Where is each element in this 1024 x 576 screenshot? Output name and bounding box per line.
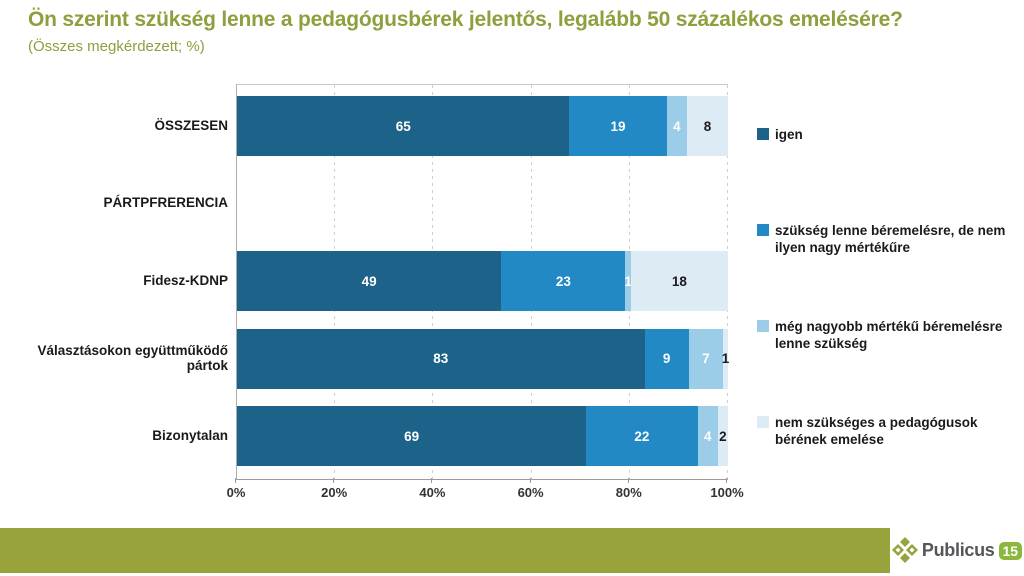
bar-segment: 65 [237,96,570,156]
bar-segment: 2 [717,406,728,466]
bar-value-label: 69 [404,428,420,444]
category-label: PÁRTPFRERENCIA [103,195,228,210]
bar-segment: 4 [666,96,688,156]
publicus-logo: Publicus 15 [890,528,1024,573]
bar-row: 49 23 1 18 [237,251,728,311]
bar-segment: 83 [237,328,645,389]
bar-segment: 69 [237,406,587,466]
legend: igen szükség lenne béremelésre, de nem il… [757,84,1019,484]
bar-segment: 7 [688,328,724,389]
x-tick-label: 0% [226,485,246,500]
legend-label: igen [775,127,803,142]
bar-segment: 1 [624,251,632,311]
legend-item: szükség lenne béremelésre, de nem ilyen … [757,222,1015,257]
bar-row: 65 19 4 8 [237,96,728,156]
page-subtitle: (Összes megkérdezett; %) [28,38,205,55]
bar-value-label: 1 [721,351,730,366]
bar-value-label: 7 [702,351,710,366]
legend-item: még nagyobb mértékű béremelésre lenne sz… [757,318,1015,353]
x-tick-label: 20% [321,485,348,500]
category-label: Fidesz-KDNP [143,272,228,288]
brand-name: Publicus [921,540,995,560]
bar-segment: 49 [237,251,502,311]
bar-value-label: 1 [624,273,632,289]
bar-segment: 1 [721,328,730,389]
x-tick [431,478,433,483]
category-label: ÖSSZESEN [154,117,228,133]
bar-value-label: 2 [719,428,727,444]
legend-item: nem szükséges a pedagógusok bérének emel… [757,414,1015,449]
bar-segment: 18 [630,251,728,311]
bar-segment: 9 [644,328,689,389]
legend-swatch [757,128,769,140]
x-tick [235,478,236,483]
x-tick-label: 100% [710,485,744,500]
brand-badge: 15 [998,541,1023,560]
bar-row [237,174,728,234]
page-title: Ön szerint szükség lenne a pedagógusbére… [28,8,903,31]
legend-label: szükség lenne béremelésre, de nem ilyen … [775,223,1006,256]
bar-row: 83 9 7 1 [237,328,730,389]
bar-value-label: 4 [673,118,681,134]
bar-segment: 8 [687,96,728,156]
plot-area: 65 19 4 8 49 23 1 18 83 9 7 1 69 22 4 2 [236,84,730,480]
category-label: Bizonytalan [152,427,228,443]
bar-value-label: 9 [662,351,671,366]
bar-value-label: 4 [703,428,712,444]
bar-value-label: 49 [361,273,377,289]
category-labels: ÖSSZESEN PÁRTPFRERENCIA Fidesz-KDNP Választ… [0,84,228,478]
bar-segment: 4 [697,406,718,466]
category-label: Választásokon együttműködő pártok [37,342,228,373]
legend-label: nem szükséges a pedagógusok bérének emel… [775,415,978,448]
x-tick-label: 80% [615,485,642,500]
x-tick-label: 40% [419,485,446,500]
legend-item: igen [757,126,1015,143]
x-tick-label: 60% [517,485,544,500]
bar-value-label: 83 [433,351,449,366]
x-axis: 0% 20% 40% 60% 80% 100% [227,478,744,504]
bar-row: 69 22 4 2 [237,406,728,466]
bar-value-label: 19 [610,118,626,134]
x-tick [333,478,335,483]
bar-segment: 19 [569,96,667,156]
footer-bar [0,528,890,573]
legend-swatch [757,416,769,428]
bar-value-label: 18 [671,273,687,289]
x-tick [529,478,531,483]
legend-swatch [757,320,769,332]
bar-value-label: 65 [395,118,411,134]
x-tick [726,478,727,483]
bar-value-label: 8 [703,118,712,134]
bar-value-label: 22 [634,428,650,444]
bar-segment: 23 [501,251,626,311]
legend-swatch [757,224,769,236]
x-tick [627,478,629,483]
bar-segment: 22 [586,406,698,466]
legend-label: még nagyobb mértékű béremelésre lenne sz… [775,319,1003,352]
diamond-cluster-icon [891,536,918,563]
bar-value-label: 23 [555,273,571,289]
